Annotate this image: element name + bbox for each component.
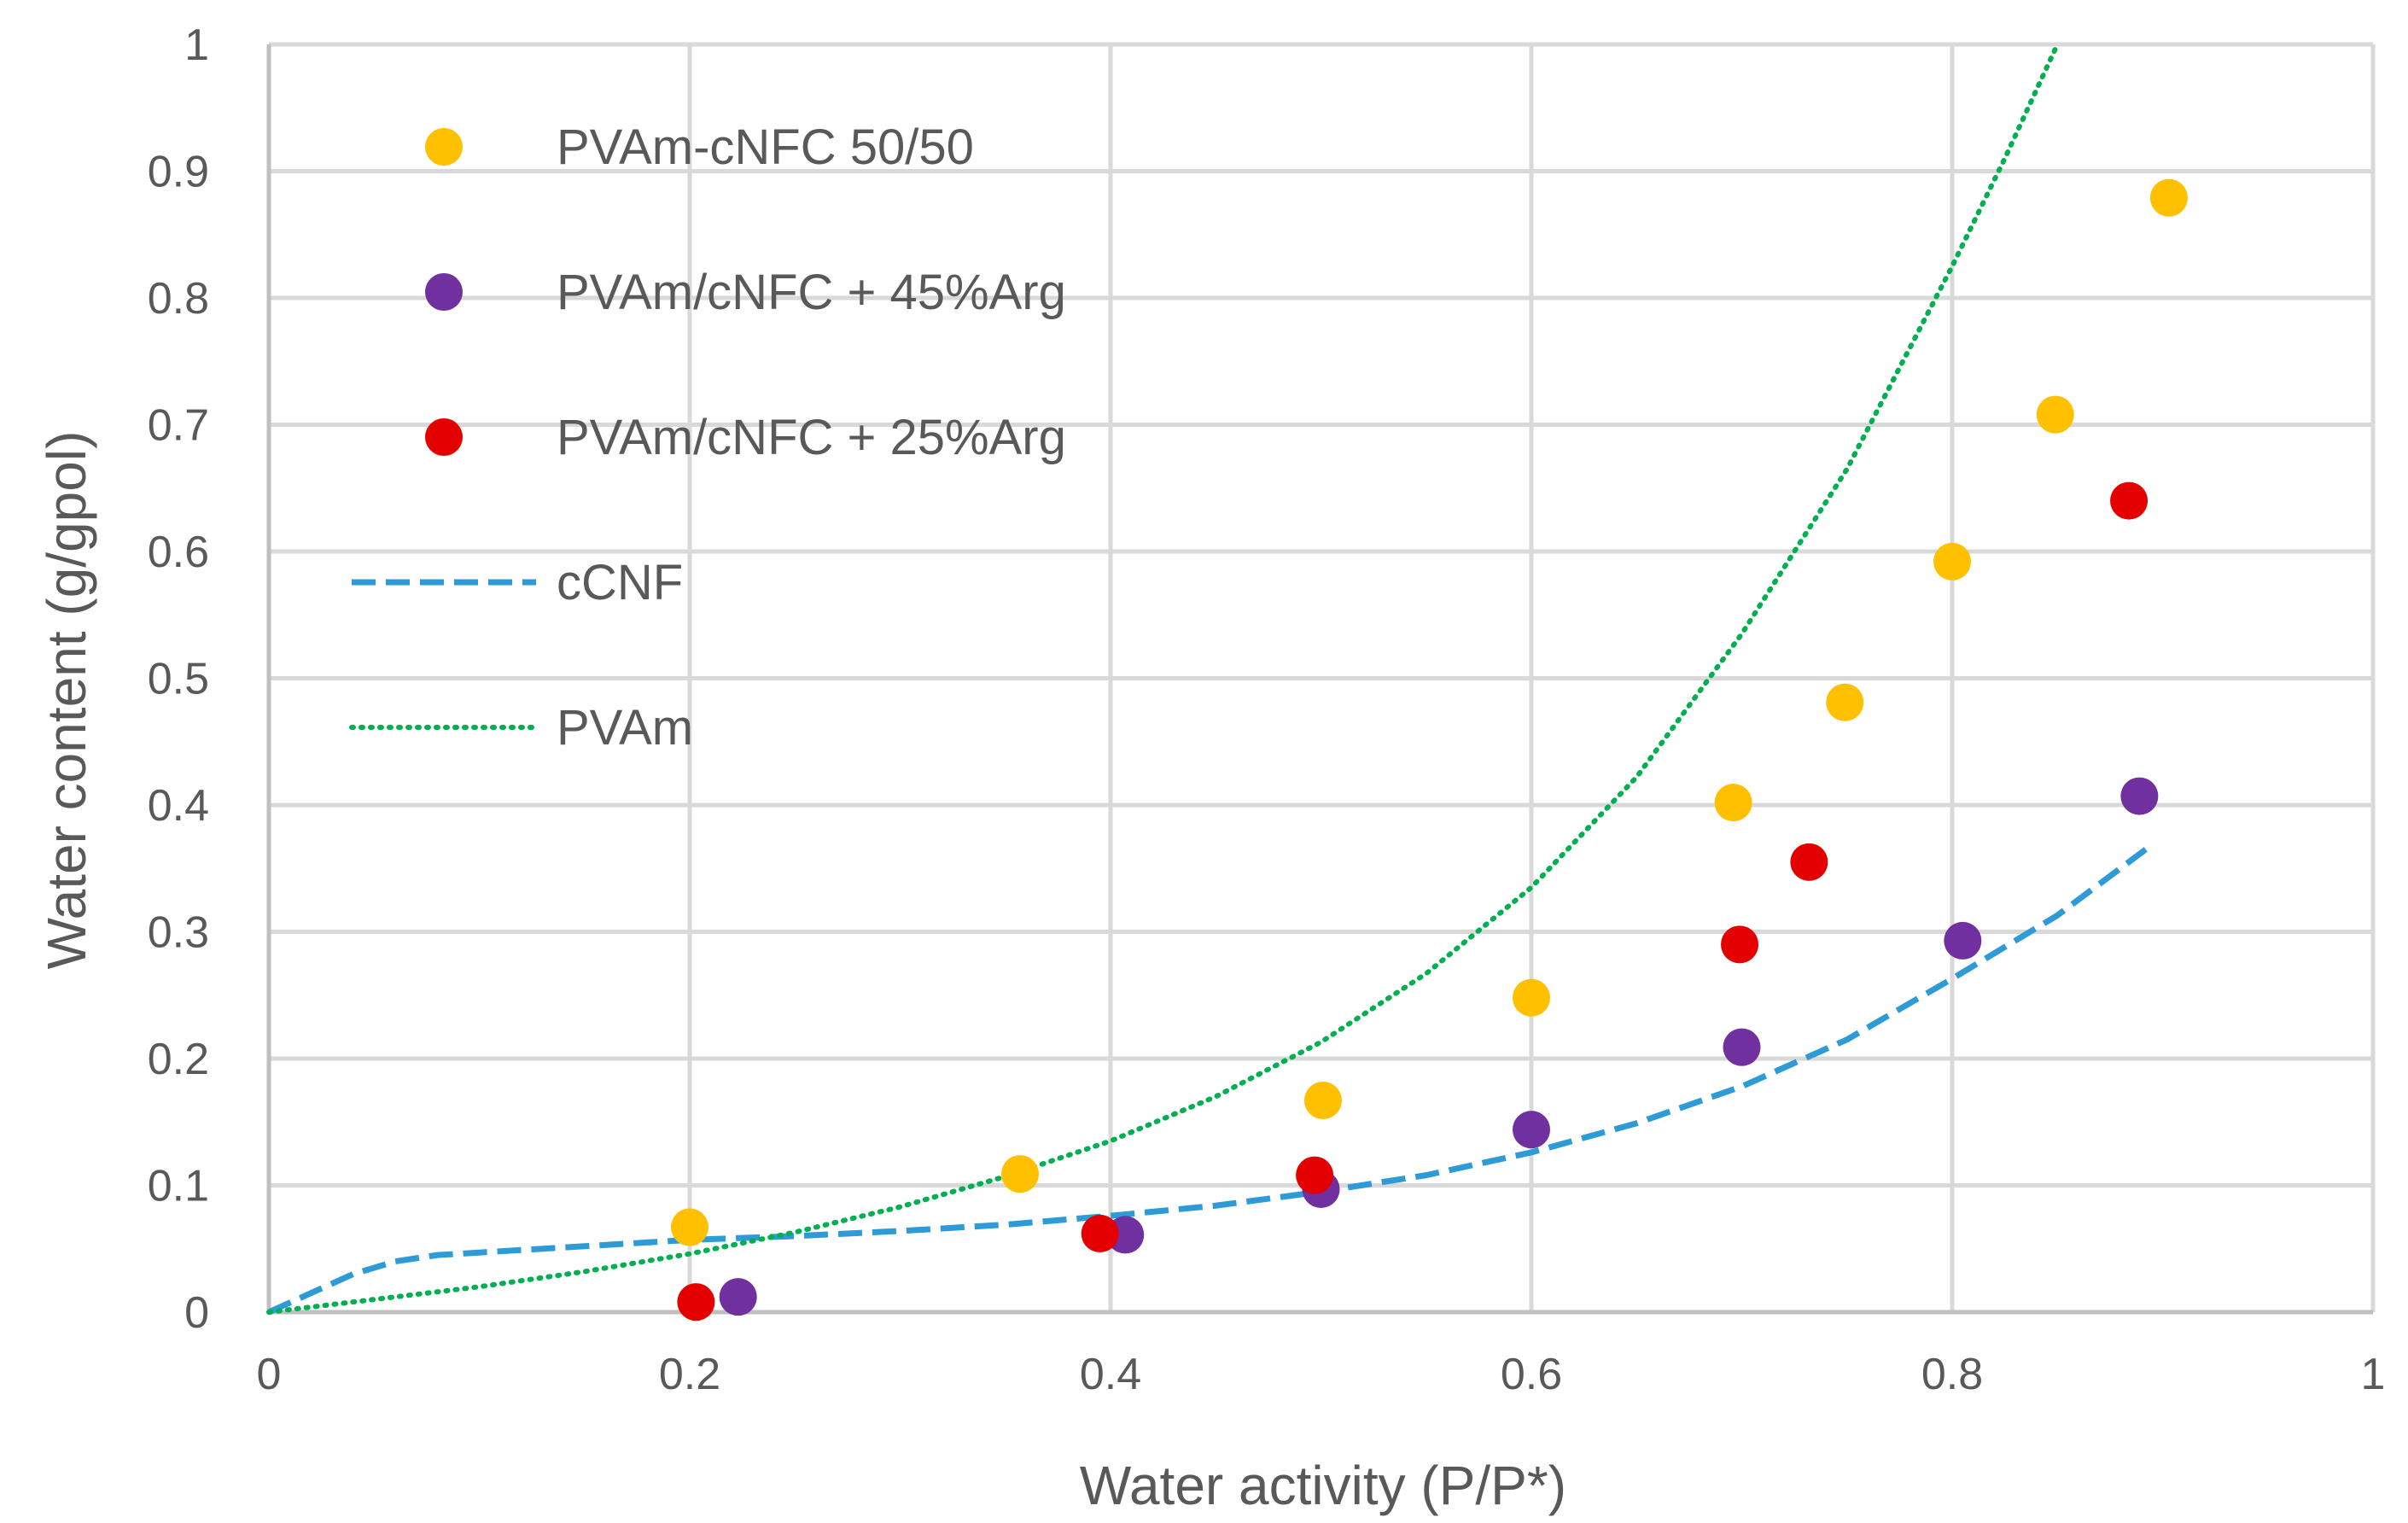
x-tick-label: 0.8 [1921,1350,1983,1399]
legend: PVAm-cNFC 50/50 PVAm/cNFC + 45%Arg PVAm/cN… [349,120,1066,756]
y-tick-label: 1 [184,20,209,70]
y-tick-label: 0.3 [148,908,209,958]
grid-lines [269,42,2376,1312]
data-point [1933,542,1971,581]
x-axis-title: Water activity (P/P*) [1080,1455,1566,1516]
data-point [1723,1028,1761,1066]
x-tick-label: 0.4 [1080,1350,1141,1399]
data-point [1790,843,1828,881]
y-tick-label: 0.7 [148,401,209,451]
legend-key-pvam-cnfc-45-arg [425,273,463,311]
y-tick-label: 0.9 [148,148,209,197]
data-point [2120,777,2159,815]
legend-label: cCNF [557,555,683,610]
data-point [1303,1082,1342,1120]
series-markers [671,178,2188,1322]
x-tick-label: 0.2 [659,1350,720,1399]
data-point [2149,178,2188,217]
data-point [1826,683,1864,721]
y-tick-label: 0.4 [148,781,209,831]
x-tick-label: 0.6 [1501,1350,1562,1399]
y-tick-label: 0 [184,1288,209,1338]
x-tick-label: 0 [257,1350,282,1399]
y-tick-label: 0.1 [148,1162,209,1211]
legend-label: PVAm/cNFC + 45%Arg [557,265,1066,320]
series-lines [266,42,2148,1316]
data-point [1714,784,1752,822]
data-point [2110,481,2149,520]
legend-key-pvam-cnfc-50-50 [425,128,463,166]
y-tick-label: 0.6 [148,528,209,577]
y-axis-title: Water content (g/gpol) [36,431,97,970]
tick-labels: 0 0.2 0.4 0.6 0.8 1 0 0.1 0.2 0.3 0.4 0.5 0.6 0.7 0.8 0… [148,20,2386,1399]
data-point [1296,1156,1334,1194]
data-point [677,1283,715,1322]
data-point [1944,921,1982,960]
data-point [1081,1214,1119,1252]
data-point [1721,925,1759,964]
series-line-ccnf [267,847,2148,1316]
data-point [719,1278,757,1316]
axes [266,44,2373,1315]
legend-label: PVAm [557,700,693,756]
data-point [1001,1155,1040,1193]
data-point [1513,1111,1550,1149]
y-tick-label: 0.8 [148,274,209,324]
y-tick-label: 0.5 [148,655,209,704]
data-point [1513,978,1550,1017]
series-line-pvam [266,42,2061,1315]
data-point [2036,395,2074,434]
x-tick-label: 1 [2361,1350,2386,1399]
legend-label: PVAm/cNFC + 25%Arg [557,410,1066,465]
legend-label: PVAm-cNFC 50/50 [557,120,974,175]
y-tick-label: 0.2 [148,1035,209,1084]
data-point [671,1208,708,1246]
legend-key-pvam-cnfc-25-arg [425,418,463,456]
